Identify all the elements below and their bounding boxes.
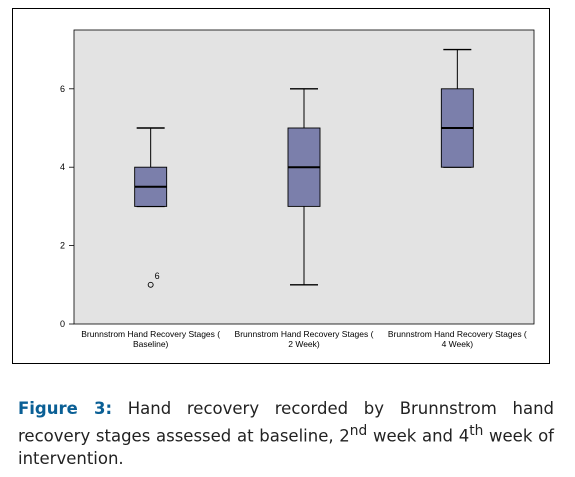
caption-sup-2: th [469,423,484,439]
outlier-label-1: 6 [155,271,160,281]
y-tick-label-2: 2 [60,241,65,251]
x-axis-labels: Brunnstrom Hand Recovery Stages (Baselin… [81,329,527,349]
category-label-3: Brunnstrom Hand Recovery Stages (4 Week) [388,329,527,349]
category-label-line: 2 Week) [288,339,320,349]
caption-sup-1: nd [349,423,368,439]
boxplot-chart: 0 2 4 6 6 Brunnstrom Hand Recovery Stages (… [60,29,535,349]
caption-text-3: week of intervention. [18,426,554,468]
caption-text-1: Hand recovery recorded by Brunnstrom han… [18,399,554,446]
caption-text-2: week and 4 [367,426,470,446]
y-tick-label-6: 6 [60,84,65,94]
box-1 [134,127,168,208]
category-label-2: Brunnstrom Hand Recovery Stages (2 Week) [235,329,374,349]
box-2 [287,88,321,286]
outlier-point-1 [147,281,154,288]
category-label-line: Brunnstrom Hand Recovery Stages ( [388,329,527,339]
category-label-line: Brunnstrom Hand Recovery Stages ( [81,329,220,339]
y-tick-label-0: 0 [60,319,65,329]
y-tick-label-4: 4 [60,162,65,172]
category-label-line: Baseline) [133,339,169,349]
box-3 [440,48,474,168]
category-label-line: Brunnstrom Hand Recovery Stages ( [235,329,374,339]
box-series [134,48,474,286]
outlier-series: 6 [147,271,160,288]
y-axis: 0 2 4 6 [60,84,74,329]
figure-caption: Figure 3: Hand recovery recorded by Brun… [18,398,554,470]
category-label-line: 4 Week) [442,339,474,349]
caption-label: Figure 3: [18,399,113,418]
category-label-1: Brunnstrom Hand Recovery Stages (Baselin… [81,329,220,349]
